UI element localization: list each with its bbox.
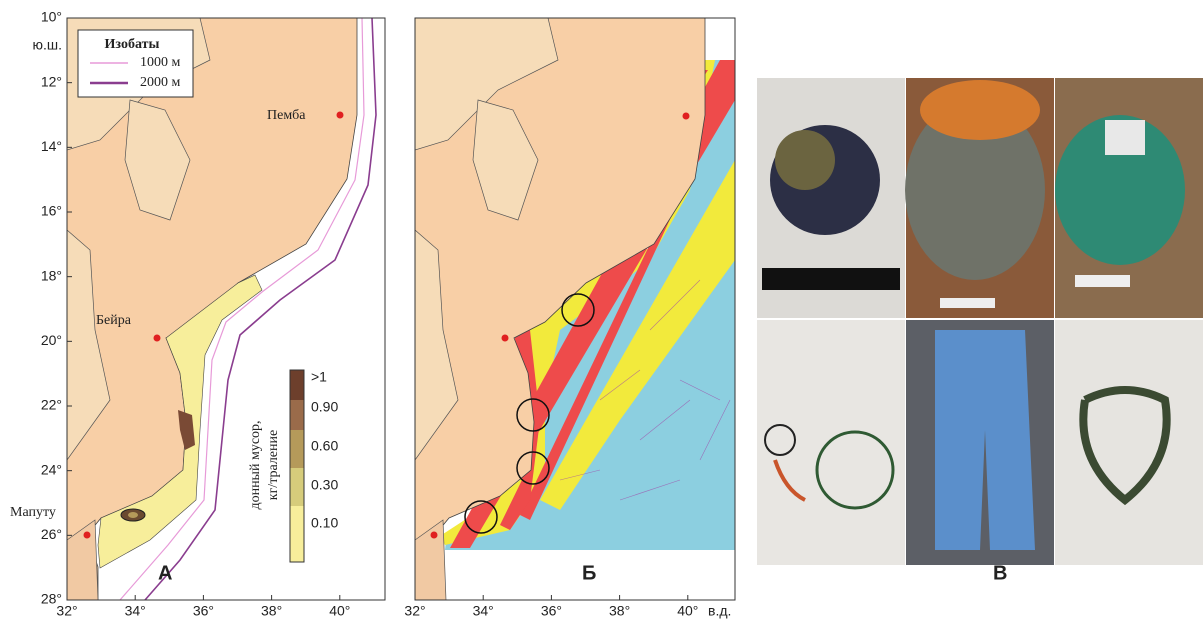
city-dot: [84, 532, 91, 539]
city-label: Мапуту: [10, 505, 56, 520]
city-dot: [337, 112, 344, 119]
colorbar-label: 0.90: [311, 399, 338, 415]
x-tick-label: 38°: [609, 603, 630, 619]
map-b: [415, 18, 735, 600]
map-a: [67, 18, 385, 600]
x-tick-label: 32°: [404, 603, 425, 619]
city-label: Пемба: [267, 108, 306, 123]
x-tick-label: 36°: [193, 603, 214, 619]
y-tick-label: 22°: [41, 397, 62, 413]
y-tick-label: 12°: [41, 73, 62, 89]
panel-label: В: [993, 562, 1007, 584]
colorbar-title: донный мусор,: [248, 420, 263, 509]
city-dot: [431, 532, 438, 539]
x-tick-label: 40°: [677, 603, 698, 619]
x-tick-label: 34°: [473, 603, 494, 619]
legend-title: Изобаты: [105, 37, 160, 52]
photos: [757, 78, 1203, 565]
city-dot: [683, 113, 690, 120]
colorbar-label: >1: [311, 369, 327, 385]
y-tick-label: 14°: [41, 138, 62, 154]
panel-label: Б: [582, 562, 596, 584]
y-tick-label: 24°: [41, 461, 62, 477]
x-tick-label: 32°: [56, 603, 77, 619]
y-tick-label: 26°: [41, 526, 62, 542]
x-axis-unit: в.д.: [708, 603, 731, 619]
figure: Пемба Бейра Мапуту Изобаты 1000 м 2000 м…: [0, 0, 1203, 621]
colorbar: [290, 370, 304, 562]
city-dot: [154, 335, 161, 342]
colorbar-label: 0.60: [311, 438, 338, 454]
y-tick-label: 16°: [41, 203, 62, 219]
legend-item: 1000 м: [140, 55, 181, 70]
y-tick-label: 18°: [41, 267, 62, 283]
city-label: Бейра: [96, 313, 132, 328]
x-tick-label: 36°: [541, 603, 562, 619]
x-tick-label: 34°: [125, 603, 146, 619]
city-dot: [502, 335, 509, 342]
x-tick-label: 38°: [261, 603, 282, 619]
colorbar-title: кг/траление: [266, 430, 281, 500]
y-axis-unit: ю.ш.: [32, 37, 62, 53]
colorbar-label: 0.30: [311, 477, 338, 493]
y-tick-label: 20°: [41, 332, 62, 348]
legend-item: 2000 м: [140, 75, 181, 90]
x-tick-label: 40°: [329, 603, 350, 619]
panel-label: А: [158, 562, 172, 584]
colorbar-label: 0.10: [311, 515, 338, 531]
y-tick-label: 10°: [41, 9, 62, 25]
